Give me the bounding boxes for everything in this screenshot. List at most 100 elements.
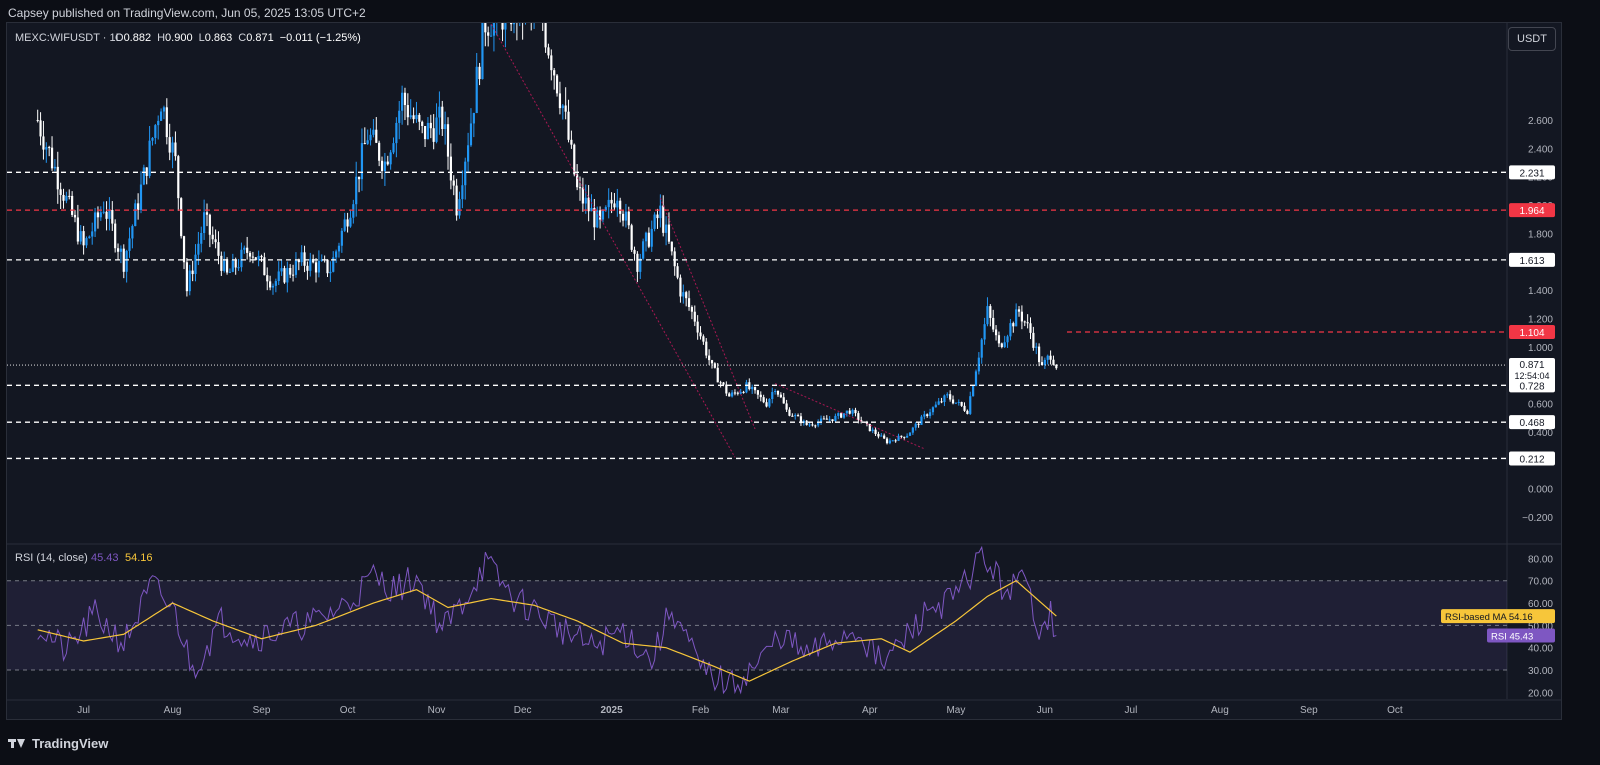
candle-body	[593, 207, 596, 228]
rsi-tick-label: 40.00	[1528, 644, 1553, 655]
candle-body	[36, 120, 39, 122]
candle-body	[716, 367, 719, 383]
candle-body	[926, 414, 929, 416]
ohlc-legend: O0.882 H0.900 L0.863 C0.871 −0.011 (−1.25%)	[115, 32, 361, 44]
time-axis-label: Dec	[514, 705, 532, 716]
candle-body	[817, 422, 820, 426]
candle-body	[246, 247, 249, 253]
chart-svg[interactable]: 2.6002.4002.2002.0001.8001.6001.4001.200…	[7, 0, 1561, 719]
candle-body	[986, 306, 989, 325]
candle-body	[903, 436, 906, 438]
candle-body	[274, 281, 277, 286]
candle-body	[937, 401, 940, 405]
candle-body	[251, 256, 254, 258]
candle-body	[65, 195, 68, 201]
candle-body	[294, 260, 298, 275]
candle-body	[119, 248, 123, 252]
level-tag-label: 0.468	[1519, 418, 1544, 429]
candle-body	[966, 410, 969, 414]
price-tick-label: 0.600	[1528, 399, 1553, 410]
candle-body	[662, 205, 665, 233]
candle-body	[1032, 332, 1035, 348]
candle-body	[469, 123, 473, 146]
candle-body	[231, 259, 234, 272]
candle-body	[994, 329, 998, 336]
ohlc-close: 0.871	[246, 32, 274, 44]
candle-body	[441, 106, 444, 130]
candle-body	[558, 93, 562, 109]
candle-body	[722, 382, 725, 385]
candle-body	[687, 298, 691, 308]
candle-body	[214, 239, 217, 243]
candle-body	[578, 187, 582, 189]
candle-body	[828, 419, 831, 421]
trend-line	[659, 197, 756, 430]
candle-body	[174, 142, 177, 157]
candle-body	[1052, 359, 1055, 365]
candle-body	[598, 210, 602, 220]
candle-body	[564, 105, 567, 112]
candle-body	[484, 20, 487, 33]
rsi-tick-label: 50.00	[1528, 621, 1553, 632]
candle-body	[435, 117, 438, 142]
candle-body	[630, 225, 633, 250]
candle-body	[337, 245, 341, 252]
candle-body	[805, 420, 808, 425]
candle-body	[728, 393, 731, 397]
time-axis-label: Nov	[428, 705, 446, 716]
candle-body	[857, 413, 860, 421]
candle-body	[877, 433, 880, 437]
trend-line	[484, 13, 736, 458]
candle-body	[283, 268, 286, 283]
candle-body	[624, 211, 628, 221]
candle-body	[455, 185, 458, 216]
candle-body	[45, 147, 48, 150]
level-tag	[1509, 451, 1555, 466]
candle-body	[774, 390, 777, 393]
candle-body	[825, 418, 828, 420]
candle-body	[372, 129, 375, 135]
candle-body	[762, 397, 765, 403]
price-tick-label: 1.800	[1528, 229, 1553, 240]
candle-body	[185, 262, 189, 292]
candle-body	[481, 20, 484, 80]
candle-body	[85, 238, 88, 246]
time-axis-label: May	[946, 705, 965, 716]
time-axis-label: Feb	[692, 705, 710, 716]
candle-body	[386, 161, 389, 165]
price-tick-label: 0.000	[1528, 484, 1553, 495]
candle-body	[449, 156, 452, 181]
candle-body	[62, 194, 65, 201]
tradingview-logo-icon	[8, 737, 26, 749]
candle-body	[59, 189, 62, 195]
candle-body	[1003, 342, 1006, 348]
candle-body	[871, 429, 874, 432]
candle-body	[165, 107, 168, 138]
candle-body	[676, 266, 679, 278]
candle-body	[180, 198, 183, 237]
level-tag-label: 1.964	[1519, 206, 1544, 217]
candle-body	[751, 387, 754, 390]
candle-body	[670, 241, 673, 252]
candle-body	[730, 392, 734, 397]
candle-body	[969, 396, 972, 414]
candle-body	[464, 161, 467, 186]
candle-body	[943, 395, 946, 403]
candle-body	[446, 124, 450, 157]
candle-body	[679, 277, 682, 297]
footer: TradingView	[8, 728, 108, 758]
candle-body	[380, 160, 384, 172]
candle-body	[880, 435, 883, 437]
candle-body	[601, 210, 605, 220]
currency-button[interactable]: USDT	[1508, 27, 1556, 51]
candle-body	[243, 247, 246, 250]
candle-body	[346, 219, 349, 227]
candle-body	[791, 415, 794, 417]
footer-brand[interactable]: TradingView	[32, 735, 109, 751]
candle-body	[868, 423, 871, 432]
level-tag-label: 1.104	[1519, 328, 1544, 339]
candle-body	[906, 435, 909, 438]
candle-body	[719, 382, 722, 384]
candle-body	[547, 47, 550, 56]
candle-body	[713, 363, 716, 368]
